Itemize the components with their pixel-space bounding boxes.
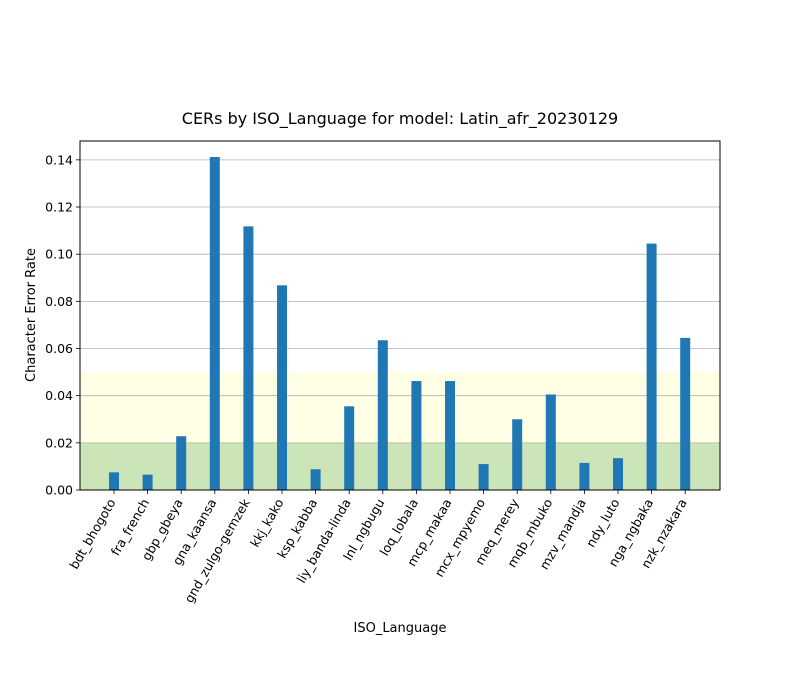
bar-mqb_mbuko (545, 394, 556, 490)
y-tick-label: 0.00 (45, 483, 73, 498)
bar-lnl_ngbugu (377, 340, 388, 490)
y-tick-label: 0.06 (45, 341, 73, 356)
bar-nga_ngbaka (646, 243, 657, 490)
bar-kkj_kako (277, 285, 287, 490)
bar-mcp_makaa (445, 381, 455, 490)
bar-ndy_luto (613, 458, 623, 490)
y-tick-label: 0.08 (45, 294, 73, 309)
bar-loq_lobala (411, 381, 422, 490)
y-axis-label: Character Error Rate (24, 248, 39, 382)
x-axis-label: ISO_Language (354, 621, 447, 636)
bar-mzv_mandja (579, 462, 590, 490)
bar-fra_french (142, 474, 153, 490)
x-tick-label: bdt_bhogoto (66, 496, 118, 572)
y-tick-label: 0.12 (45, 200, 73, 215)
bar-meq_merey (512, 419, 523, 490)
plot-frame (79, 140, 721, 491)
threshold-band-1 (80, 372, 720, 443)
bar-gbp_gbeya (176, 436, 187, 490)
chart-title: CERs by ISO_Language for model: Latin_af… (182, 109, 618, 129)
threshold-band-0 (80, 442, 720, 490)
bar-ksp_kabba (310, 469, 321, 490)
bar-mcx_mpyemo (478, 464, 489, 490)
bar-gna_kaansa (209, 157, 220, 490)
plot-area: 0.00 0.02 0.04 0.06 0.08 0.10 0.12 0.14 bdt_bhog… (45, 140, 721, 605)
bar-liy_banda-linda (344, 406, 355, 490)
bar-bdt_bhogoto (109, 472, 119, 490)
bar-gnd_zulgo-gemzek (243, 226, 254, 490)
y-tick-label: 0.02 (45, 435, 73, 450)
y-tick-label: 0.10 (45, 247, 73, 262)
bar-nzk_nzakara (680, 337, 691, 490)
y-tick-label: 0.14 (45, 152, 73, 167)
y-tick-label: 0.04 (45, 388, 73, 403)
